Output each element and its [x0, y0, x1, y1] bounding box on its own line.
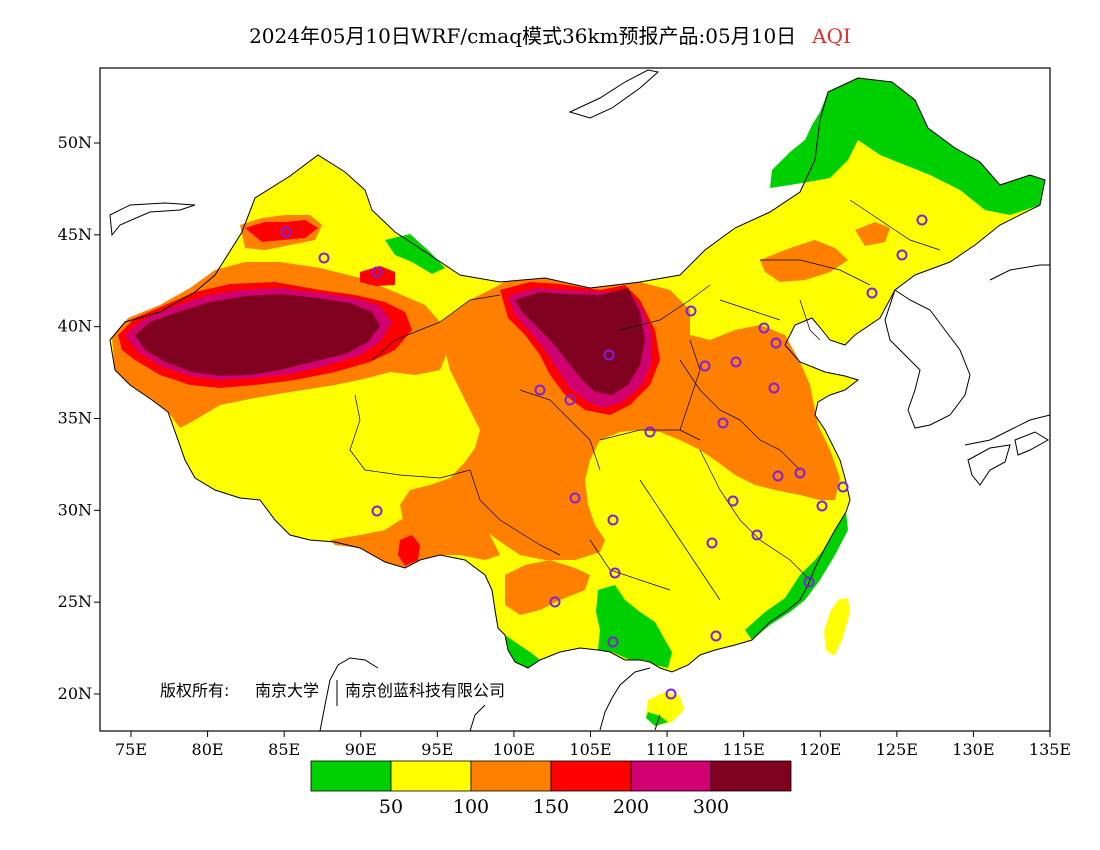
- station-marker: [603, 349, 615, 361]
- lon-tick-label: 130E: [952, 740, 994, 759]
- legend-break-label: 100: [453, 796, 489, 818]
- province-boundaries: [349, 199, 941, 601]
- region-good-southeast: [745, 512, 848, 640]
- station-marker: [371, 505, 383, 517]
- station-marker: [794, 467, 806, 479]
- copyright-owner-2: 南京创蓝科技有限公司: [345, 681, 505, 700]
- region-good-northwest: [385, 234, 445, 274]
- station-marker: [607, 514, 619, 526]
- station-marker: [699, 360, 711, 372]
- legend-break-label: 300: [693, 796, 729, 818]
- station-marker: [916, 214, 928, 226]
- legend-swatch: [310, 760, 392, 792]
- legend-swatch: [630, 760, 712, 792]
- station-marker: [751, 529, 763, 541]
- station-marker: [770, 337, 782, 349]
- station-marker: [644, 426, 656, 438]
- coastlines: [109, 69, 1050, 731]
- lat-tick-label: 30N: [58, 500, 92, 519]
- lat-tick-label: 25N: [58, 592, 92, 611]
- station-marker: [772, 470, 784, 482]
- station-marker: [837, 481, 849, 493]
- lon-tick-label: 95E: [421, 740, 453, 759]
- region-hazardous-desert: [515, 288, 645, 395]
- region-red-tibet: [398, 535, 420, 566]
- copyright: 版权所有: 南京大学 南京创蓝科技有限公司: [160, 680, 505, 706]
- latitude-axis: 50N 45N 40N 35N 30N 25N 20N: [58, 133, 100, 703]
- title-main: 2024年05月10日WRF/cmaq模式36km预报产品:05月10日: [249, 24, 797, 48]
- station-marker: [768, 382, 780, 394]
- station-marker: [758, 322, 770, 334]
- lat-tick-label: 40N: [58, 317, 92, 336]
- station-marker: [717, 417, 729, 429]
- station-marker: [706, 537, 718, 549]
- station-marker: [816, 500, 828, 512]
- station-marker: [609, 567, 621, 579]
- legend-swatch: [470, 760, 552, 792]
- lon-tick-label: 125E: [876, 740, 918, 759]
- lon-tick-label: 110E: [646, 740, 688, 759]
- station-marker: [318, 252, 330, 264]
- station-marker: [685, 305, 697, 317]
- lon-tick-label: 100E: [493, 740, 535, 759]
- longitude-axis: 75E 80E 85E 90E 95E 100E 105E 110E 115E 120E 125E 1…: [115, 731, 1071, 759]
- lon-tick-label: 120E: [799, 740, 841, 759]
- station-marker: [710, 630, 722, 642]
- region-taiwan: [824, 598, 850, 656]
- station-marker: [371, 266, 383, 278]
- region-good-south: [596, 585, 672, 668]
- legend-break-label: 200: [613, 796, 649, 818]
- copyright-owner-1: 南京大学: [255, 681, 319, 700]
- lat-tick-label: 50N: [58, 133, 92, 152]
- station-marker: [549, 596, 561, 608]
- lon-tick-label: 105E: [569, 740, 611, 759]
- region-orange-central: [400, 278, 840, 560]
- lon-tick-label: 115E: [723, 740, 765, 759]
- station-marker: [607, 636, 619, 648]
- station-marker: [730, 356, 742, 368]
- legend-swatch: [550, 760, 632, 792]
- map-frame: [99, 67, 1051, 732]
- station-markers: [280, 214, 928, 700]
- lon-tick-label: 85E: [268, 740, 300, 759]
- legend-swatch: [710, 760, 792, 792]
- station-marker: [569, 492, 581, 504]
- map-title: 2024年05月10日WRF/cmaq模式36km预报产品:05月10日 AQI: [0, 20, 1100, 49]
- lon-tick-label: 135E: [1029, 740, 1071, 759]
- title-variable: AQI: [812, 24, 851, 48]
- lat-tick-label: 20N: [58, 684, 92, 703]
- station-marker: [803, 576, 815, 588]
- legend-break-label: 150: [533, 796, 569, 818]
- station-marker: [896, 249, 908, 261]
- station-marker: [665, 688, 677, 700]
- region-orange-tibet-south: [330, 508, 500, 568]
- lat-tick-label: 45N: [58, 225, 92, 244]
- map-content: 版权所有: 南京大学 南京创蓝科技有限公司: [109, 69, 1050, 731]
- station-marker: [866, 287, 878, 299]
- lon-tick-label: 90E: [345, 740, 377, 759]
- lon-tick-label: 80E: [192, 740, 224, 759]
- china-outline: [109, 77, 1046, 673]
- lon-tick-label: 75E: [115, 740, 147, 759]
- copyright-label: 版权所有:: [160, 681, 229, 700]
- station-marker: [727, 495, 739, 507]
- station-marker: [564, 394, 576, 406]
- region-good-northeast: [770, 78, 1045, 215]
- region-orange-northeast: [855, 222, 890, 246]
- station-marker: [280, 226, 292, 238]
- region-hazardous-taklimakan: [135, 294, 380, 376]
- region-orange-sichuan: [505, 560, 590, 615]
- legend-break-label: 50: [379, 796, 403, 818]
- region-hainan-green: [646, 712, 668, 726]
- lat-tick-label: 35N: [58, 409, 92, 428]
- aqi-legend: 50 100 150 200 300: [310, 760, 792, 818]
- station-marker: [534, 384, 546, 396]
- legend-swatch: [390, 760, 472, 792]
